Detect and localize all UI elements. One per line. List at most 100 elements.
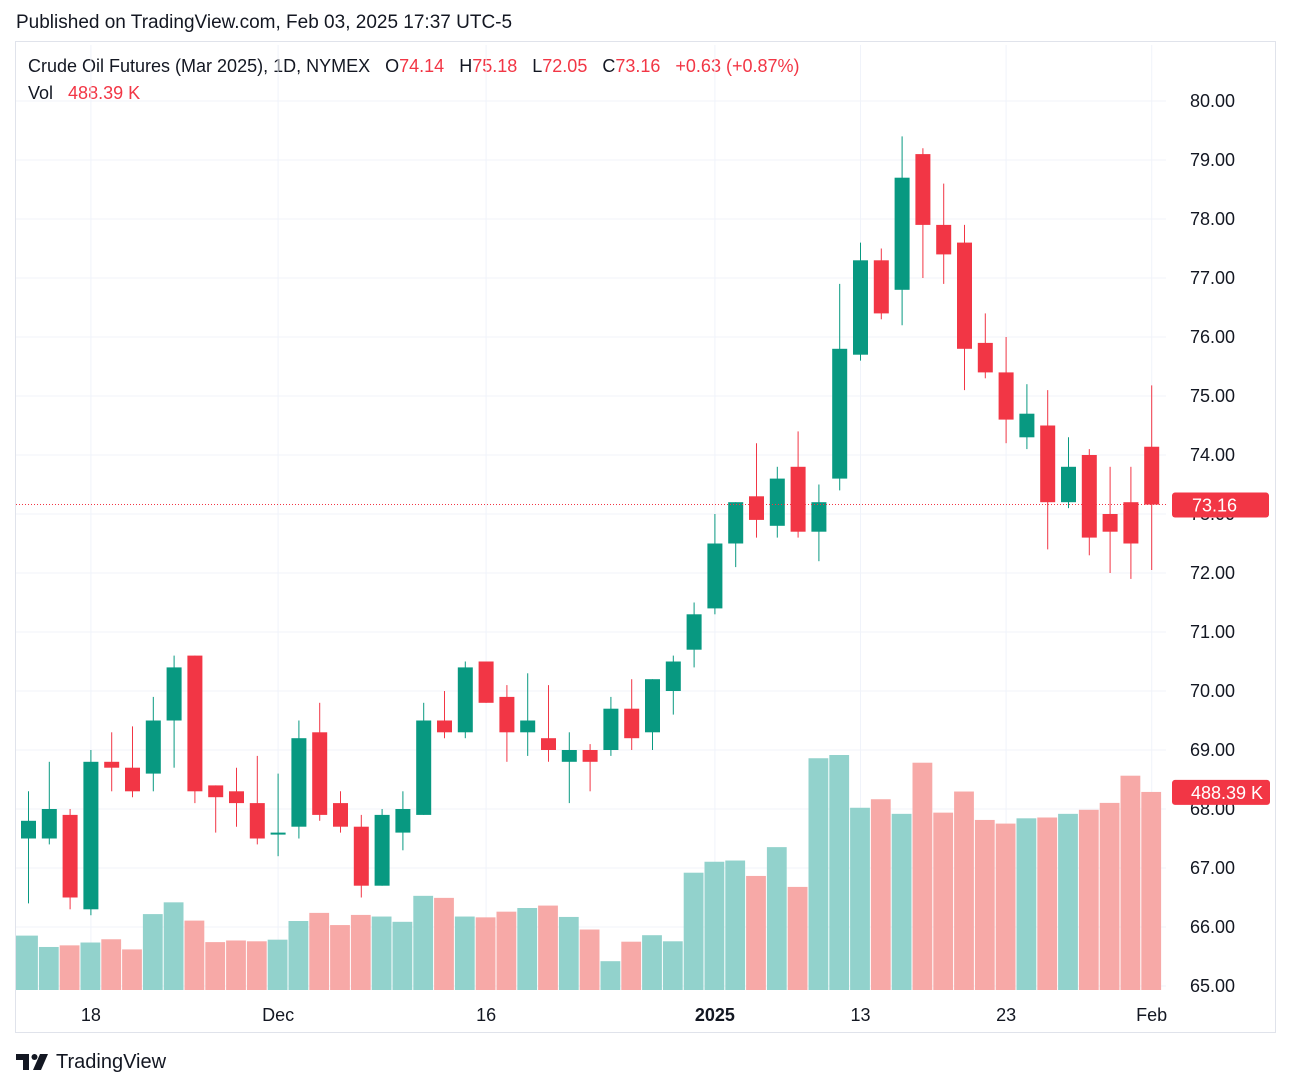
candle-body bbox=[416, 720, 432, 815]
candle-body bbox=[728, 502, 744, 544]
time-tick-label: 16 bbox=[476, 1005, 496, 1025]
volume-bar bbox=[330, 925, 350, 990]
candle-body bbox=[1061, 466, 1076, 503]
volume-bar bbox=[163, 902, 184, 990]
candle-body bbox=[1081, 455, 1097, 538]
last-volume-label: 488.39 K bbox=[1191, 783, 1263, 803]
legend-low-label: L bbox=[532, 56, 543, 76]
volume-bar bbox=[142, 914, 163, 990]
time-tick-label: 13 bbox=[850, 1005, 870, 1025]
candle-body bbox=[541, 738, 556, 750]
volume-bar bbox=[933, 812, 954, 990]
candle-body bbox=[353, 826, 369, 886]
price-tick-label: 77.00 bbox=[1190, 268, 1235, 288]
candle-body bbox=[62, 814, 78, 898]
price-tick-label: 65.00 bbox=[1190, 976, 1235, 996]
volume-bar bbox=[475, 917, 496, 990]
volume-bar bbox=[101, 939, 122, 990]
last-volume-badge bbox=[1172, 779, 1270, 805]
volume-bar bbox=[808, 758, 829, 990]
candle-body bbox=[437, 720, 452, 733]
candle-body bbox=[457, 667, 473, 733]
legend-volume-value: 488.39 K bbox=[68, 83, 141, 103]
volume-bar bbox=[59, 945, 80, 990]
volume-bar bbox=[704, 861, 725, 990]
volume-bar bbox=[683, 872, 704, 990]
volume-bar bbox=[579, 929, 600, 990]
volume-bar bbox=[350, 914, 371, 990]
volume-bar bbox=[974, 819, 995, 990]
candle-body bbox=[83, 761, 99, 910]
candle-body bbox=[208, 785, 224, 798]
candle-body bbox=[957, 242, 972, 349]
candle-body bbox=[520, 720, 536, 733]
volume-bar bbox=[16, 935, 38, 990]
volume-bar bbox=[662, 941, 683, 990]
tradingview-logo-icon bbox=[16, 1054, 48, 1070]
candle-body bbox=[21, 820, 36, 839]
volume-bar bbox=[829, 755, 850, 990]
price-tick-label: 80.00 bbox=[1190, 91, 1235, 111]
volume-bar bbox=[642, 935, 662, 990]
volume-bar bbox=[1016, 818, 1037, 990]
volume-bar bbox=[454, 916, 475, 990]
candle-body bbox=[187, 655, 203, 792]
price-tick-label: 70.00 bbox=[1190, 681, 1235, 701]
volume-bar bbox=[371, 916, 392, 990]
volume-bar bbox=[80, 942, 101, 990]
volume-bar bbox=[496, 911, 517, 990]
volume-bar bbox=[954, 791, 974, 990]
candle-body bbox=[249, 803, 265, 839]
candle-body bbox=[125, 767, 140, 792]
price-tick-label: 79.00 bbox=[1190, 150, 1235, 170]
candle-body bbox=[1019, 413, 1035, 438]
legend-high-value: 75.18 bbox=[472, 56, 518, 76]
candle-body bbox=[395, 809, 411, 833]
volume-bar bbox=[1099, 802, 1120, 990]
volume-bar bbox=[891, 813, 912, 990]
candle-body bbox=[790, 466, 806, 532]
volume-bar bbox=[1141, 791, 1162, 990]
candle-body bbox=[1123, 502, 1139, 544]
candle-body bbox=[478, 661, 494, 703]
legend-change: +0.63 (+0.87%) bbox=[675, 56, 800, 76]
price-tick-label: 75.00 bbox=[1190, 386, 1235, 406]
legend-main: Crude Oil Futures (Mar 2025), 1D, NYMEX … bbox=[28, 56, 800, 77]
candle-body bbox=[645, 679, 660, 733]
time-tick-label: 23 bbox=[996, 1005, 1016, 1025]
candle-body bbox=[977, 342, 993, 373]
volume-bar bbox=[870, 799, 891, 990]
candle-body bbox=[1144, 446, 1160, 505]
candle-body bbox=[894, 177, 910, 290]
candle-body bbox=[270, 832, 286, 835]
legend-close-label: C bbox=[602, 56, 616, 76]
candlesticks bbox=[21, 136, 1160, 916]
price-tick-label: 72.00 bbox=[1190, 563, 1235, 583]
volume-bar bbox=[538, 905, 558, 990]
candle-body bbox=[769, 478, 785, 526]
candle-body bbox=[166, 667, 182, 721]
time-tick-label: Dec bbox=[262, 1005, 294, 1025]
time-tick-label: 2025 bbox=[695, 1005, 735, 1025]
candle-body bbox=[333, 803, 348, 827]
candle-body bbox=[811, 502, 827, 532]
legend-volume: Vol 488.39 K bbox=[28, 83, 140, 104]
volume-bar bbox=[184, 920, 205, 990]
price-axis: 80.0079.0078.0077.0076.0075.0074.0073.00… bbox=[1190, 91, 1235, 996]
volume-bar bbox=[995, 823, 1016, 990]
volume-bar bbox=[246, 941, 267, 990]
candle-body bbox=[229, 791, 244, 804]
volume-bar bbox=[850, 807, 870, 990]
grid-lines bbox=[16, 45, 1166, 990]
volume-bars bbox=[16, 755, 1162, 990]
chart-frame bbox=[15, 41, 1276, 1033]
legend-high-label: H bbox=[459, 56, 473, 76]
candle-body bbox=[873, 260, 889, 314]
candle-body bbox=[582, 750, 598, 762]
legend-low-value: 72.05 bbox=[542, 56, 588, 76]
volume-bar bbox=[122, 949, 142, 990]
candle-body bbox=[145, 720, 161, 774]
price-tick-label: 78.00 bbox=[1190, 209, 1235, 229]
candle-body bbox=[1040, 425, 1056, 503]
